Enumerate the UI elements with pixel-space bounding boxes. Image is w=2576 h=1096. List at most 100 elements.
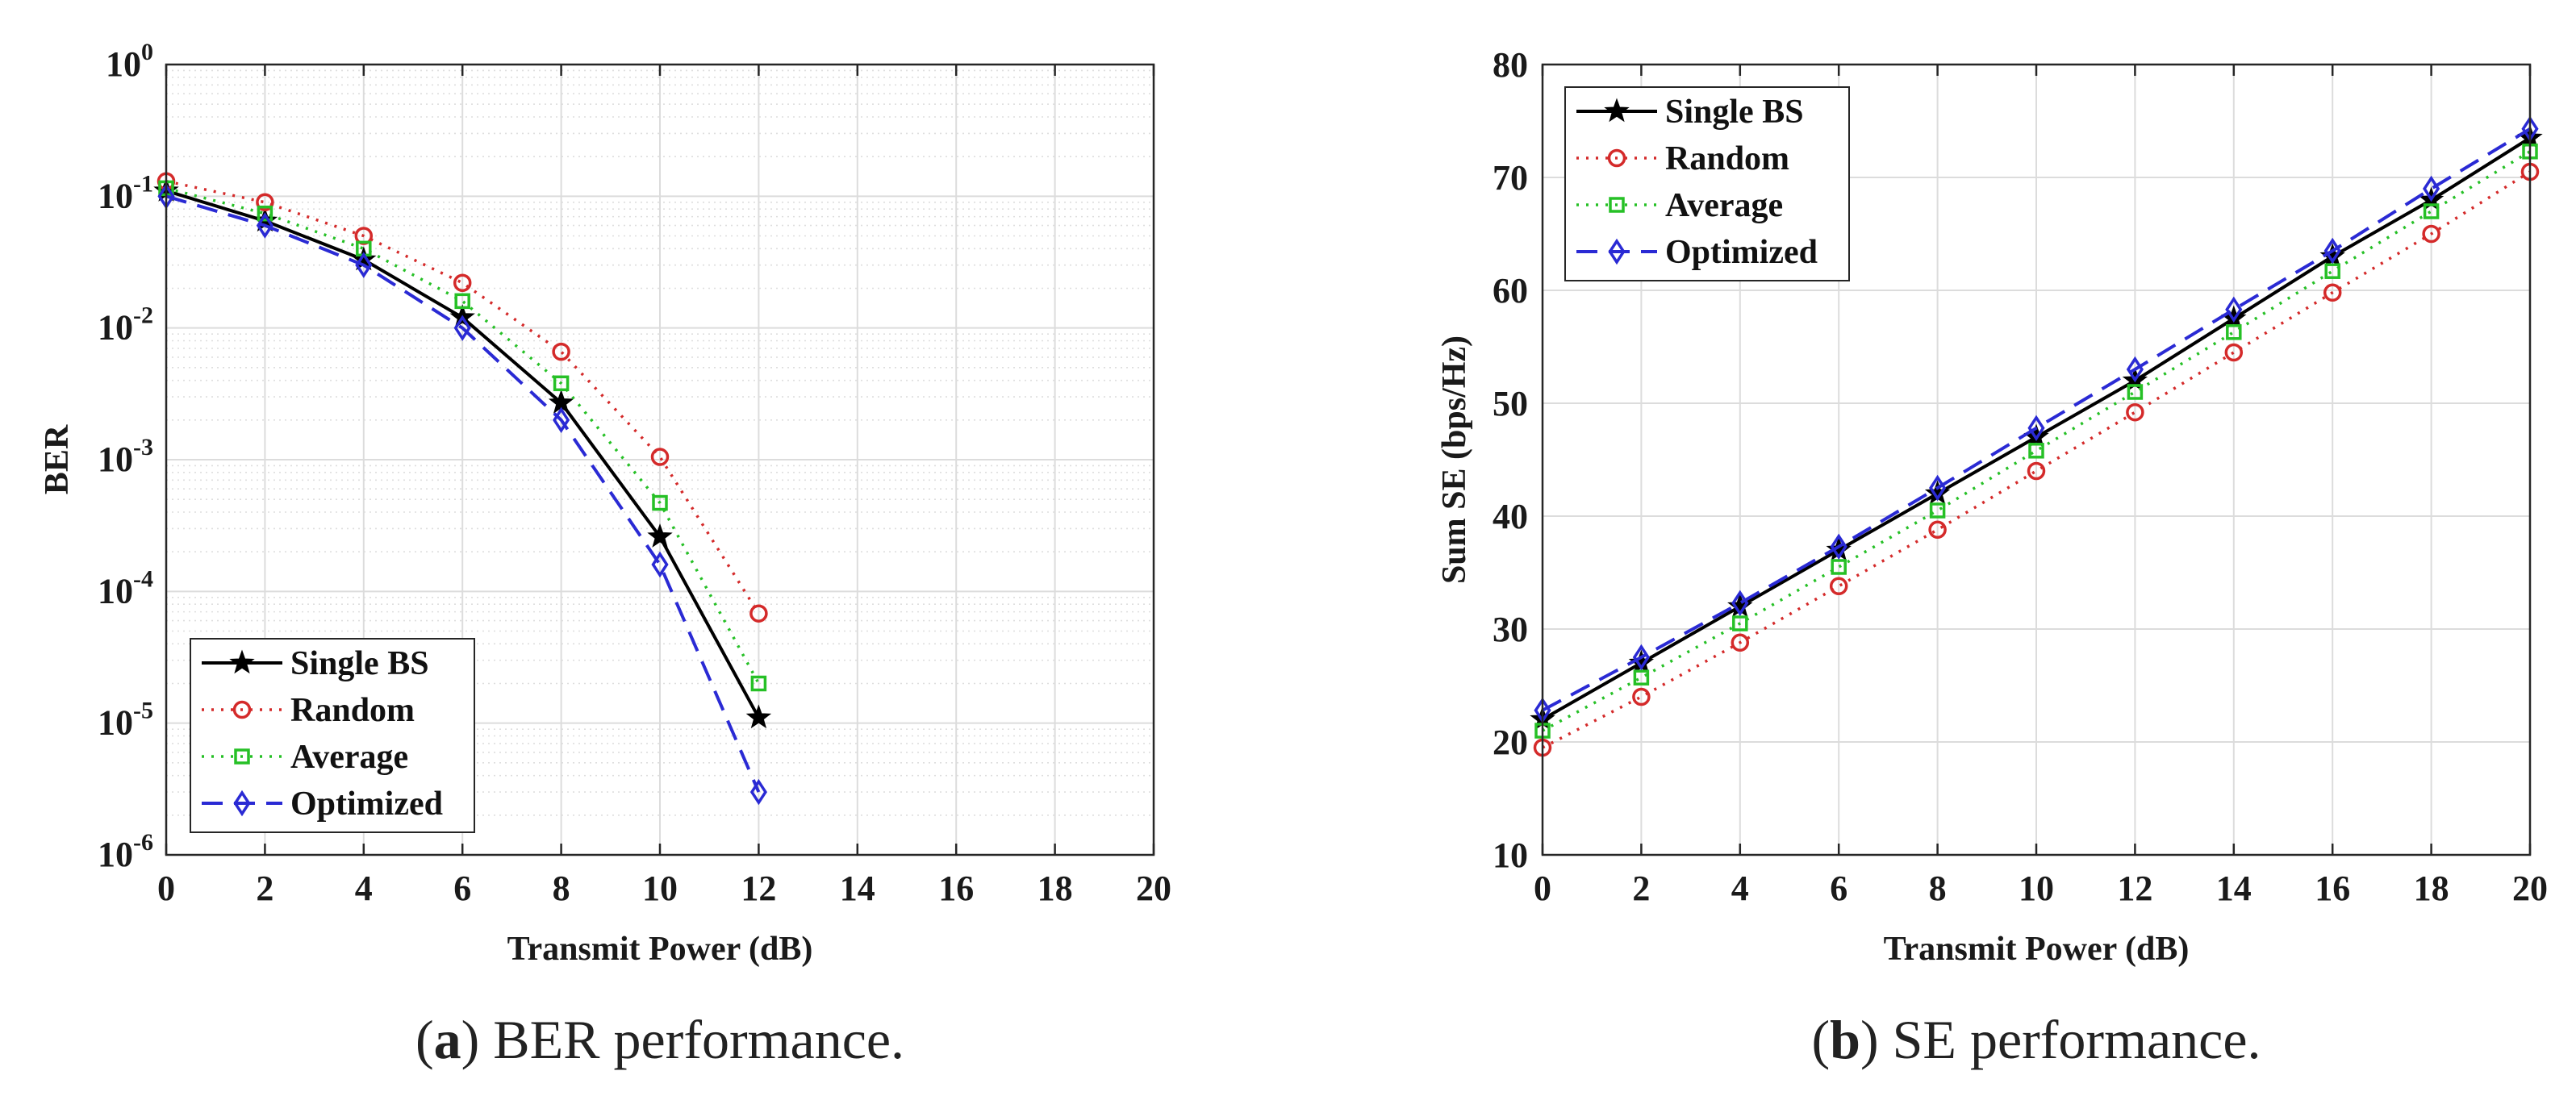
- ber-optimized-point: [553, 406, 570, 434]
- ber-optimized-point: [453, 315, 471, 341]
- ber-random-point: [552, 342, 570, 361]
- se-average-point: [2423, 203, 2440, 219]
- se-random-point: [1731, 633, 1750, 652]
- ber-legend-single-bs-marker: [229, 649, 255, 674]
- se-chart: 0 2 4 6 8 10 12 14 16 18 20 10 20 30 40 50 60 70 80 Trans…: [1436, 45, 2548, 968]
- se-y-tick-label: 70: [1493, 158, 1528, 198]
- ber-x-tick-label: 12: [741, 869, 776, 908]
- ber-y-tick-label: 10-6: [98, 829, 153, 874]
- se-x-tick-label: 14: [2216, 869, 2252, 908]
- ber-average-point: [454, 293, 470, 310]
- se-legend-single-bs-label: Single BS: [1665, 94, 1804, 131]
- ber-optimized-point: [749, 778, 767, 806]
- se-optimized-point: [1731, 590, 1749, 616]
- se-legend-random-marker: [1607, 148, 1626, 168]
- se-legend-optimized-marker: [1608, 238, 1626, 265]
- se-random-point: [1632, 687, 1651, 706]
- ber-single-bs-point: [745, 704, 772, 729]
- ber-x-tick-label: 6: [453, 869, 471, 908]
- se-x-axis-label: Transmit Power (dB): [1884, 931, 2190, 968]
- se-x-tick-labels: 0 2 4 6 8 10 12 14 16 18 20: [1534, 869, 2548, 908]
- caption-a-letter: a: [434, 1009, 461, 1070]
- se-optimized-point: [1830, 533, 1847, 560]
- ber-chart: 0 2 4 6 8 10 12 14 16 18 20 10-610-510-410-310-210…: [39, 39, 1171, 968]
- se-average-point: [1831, 559, 1847, 575]
- se-x-tick-label: 0: [1534, 869, 1551, 908]
- se-optimized-point: [2423, 175, 2440, 202]
- se-average-point: [1732, 615, 1748, 631]
- se-optimized-point: [1929, 474, 1947, 502]
- ber-series-optimized-line: [165, 194, 761, 793]
- se-average-point: [1929, 502, 1946, 519]
- se-y-tick-label: 50: [1493, 384, 1528, 423]
- se-random-point: [2422, 224, 2440, 244]
- se-x-tick-label: 18: [2414, 869, 2449, 908]
- ber-average-point: [750, 675, 767, 692]
- se-optimized-point: [2225, 296, 2243, 323]
- se-legend: Single BS Random Average Optimized: [1564, 86, 1850, 281]
- se-y-tick-label: 40: [1493, 497, 1528, 536]
- se-optimized-point: [1632, 644, 1650, 671]
- se-x-tick-label: 2: [1632, 869, 1650, 908]
- se-optimized-point: [2126, 356, 2144, 383]
- ber-optimized-point: [256, 212, 273, 239]
- se-y-tick-label: 80: [1493, 45, 1528, 85]
- ber-legend-optimized-label: Optimized: [290, 786, 443, 823]
- ber-optimized-point: [355, 252, 373, 278]
- caption-b: (b) SE performance.: [1811, 1009, 2261, 1070]
- se-y-axis-label: Sum SE (bps/Hz): [1436, 335, 1473, 584]
- se-series-layer: [1530, 115, 2543, 757]
- ber-y-tick-label: 100: [106, 39, 153, 84]
- ber-average-point: [652, 494, 668, 511]
- se-x-tick-label: 20: [2512, 869, 2548, 908]
- ber-series-average-line: [165, 186, 760, 685]
- se-x-tick-label: 6: [1830, 869, 1847, 908]
- se-random-point: [2323, 283, 2342, 302]
- ber-random-point: [453, 273, 472, 292]
- ber-single-bs-point: [647, 523, 673, 548]
- se-legend-random-label: Random: [1665, 140, 1789, 177]
- se-random-point: [2027, 461, 2046, 481]
- se-random-point: [1928, 520, 1947, 540]
- ber-y-tick-label: 10-4: [98, 565, 153, 611]
- se-x-tick-label: 12: [2117, 869, 2152, 908]
- se-y-tick-label: 10: [1493, 836, 1528, 875]
- ber-x-tick-label: 14: [840, 869, 875, 908]
- se-legend-optimized-label: Optimized: [1665, 234, 1818, 271]
- ber-legend-average-marker: [234, 748, 250, 765]
- se-legend-average-label: Average: [1665, 187, 1783, 224]
- se-random-point: [2126, 402, 2144, 422]
- se-optimized-point: [2323, 237, 2341, 265]
- ber-x-tick-label: 0: [157, 869, 175, 908]
- ber-x-axis-label: Transmit Power (dB): [507, 931, 813, 968]
- ber-x-tick-label: 20: [1136, 869, 1171, 908]
- ber-axes-box: [165, 63, 1155, 856]
- caption-a: (a) BER performance.: [415, 1009, 904, 1070]
- se-x-tick-label: 10: [2019, 869, 2054, 908]
- ber-y-tick-label: 10-5: [98, 698, 153, 743]
- se-average-point: [2324, 263, 2340, 279]
- se-y-tick-labels: 10 20 30 40 50 60 70 80: [1493, 45, 1528, 875]
- ber-y-tick-label: 10-1: [98, 170, 153, 215]
- ber-x-tick-labels: 0 2 4 6 8 10 12 14 16 18 20: [157, 869, 1171, 908]
- ber-average-point: [257, 205, 273, 222]
- se-series-random-line: [1542, 170, 2531, 749]
- se-optimized-point: [2027, 415, 2045, 441]
- ber-y-tick-labels: 10-6 10-5 10-4 10-3 10-2 10-1 100: [98, 39, 153, 874]
- se-random-point: [2224, 343, 2244, 362]
- ber-x-tick-label: 2: [256, 869, 273, 908]
- caption-b-letter: b: [1830, 1009, 1860, 1070]
- ber-legend: Single BS Random Average Optimized: [190, 638, 475, 833]
- se-y-tick-label: 60: [1493, 271, 1528, 310]
- ber-optimized-point: [651, 551, 669, 578]
- ber-legend-single-bs-label: Single BS: [290, 645, 429, 682]
- se-average-point: [1633, 669, 1650, 686]
- caption-a-text: BER performance.: [479, 1009, 904, 1070]
- ber-average-point: [553, 375, 570, 392]
- ber-x-tick-label: 8: [553, 869, 570, 908]
- se-x-tick-label: 4: [1731, 869, 1749, 908]
- ber-x-tick-label: 4: [355, 869, 373, 908]
- se-average-point: [2028, 443, 2044, 459]
- ber-x-tick-label: 16: [938, 869, 974, 908]
